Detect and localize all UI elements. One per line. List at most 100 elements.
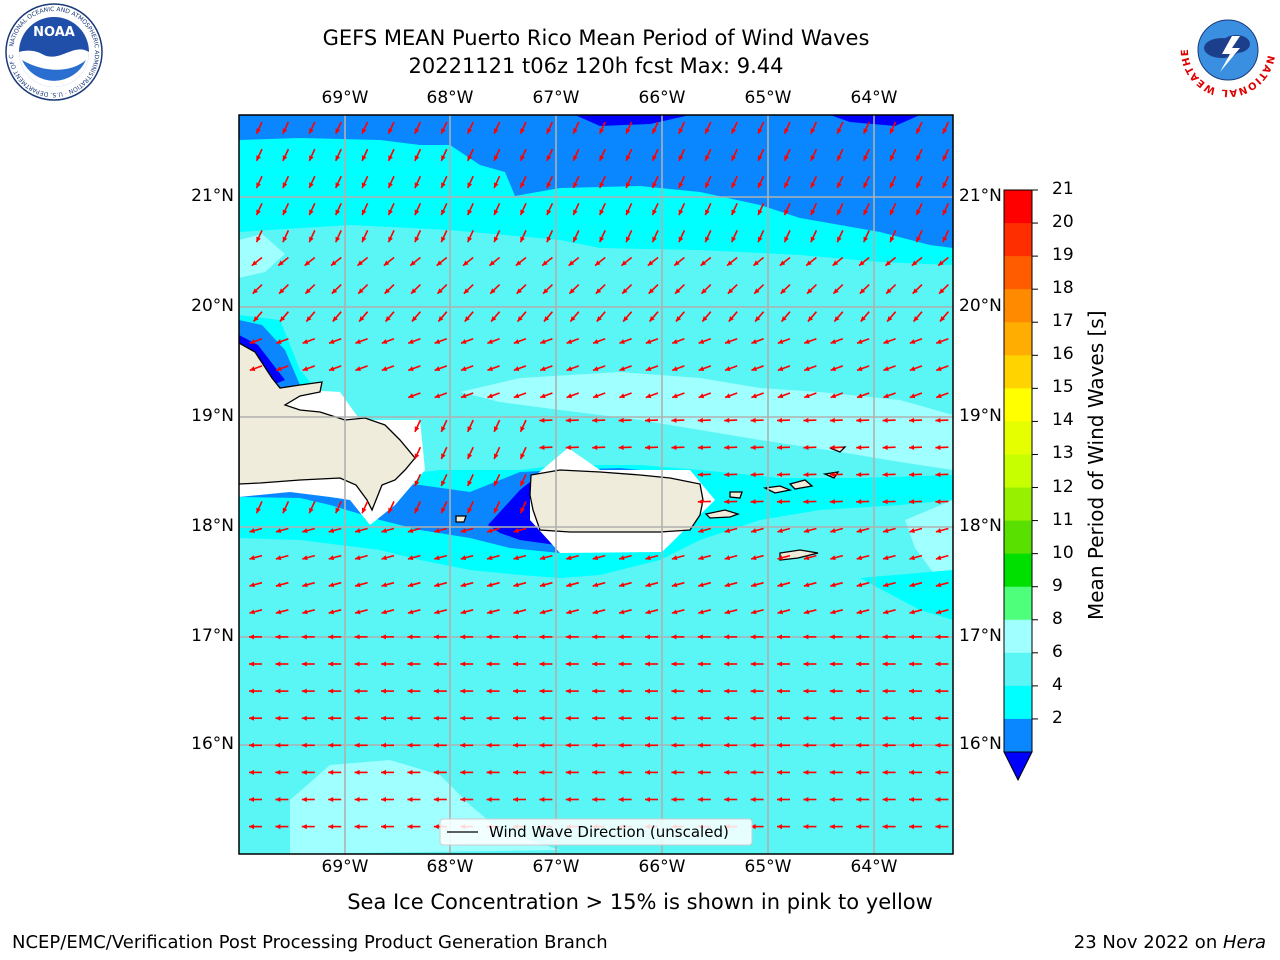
wind-wave-arrow: [942, 121, 950, 135]
wind-wave-arrow: [466, 501, 474, 514]
wind-wave-arrow: [519, 175, 527, 189]
wind-wave-arrow: [935, 715, 949, 721]
wind-wave-arrow: [330, 256, 342, 267]
colorbar-cell: [1004, 355, 1032, 389]
wind-wave-arrow: [751, 365, 764, 372]
wind-wave-arrow: [776, 417, 791, 423]
wind-wave-arrow: [387, 121, 395, 135]
colorbar-tick-label: 15: [1052, 377, 1074, 398]
wind-wave-arrow: [519, 202, 527, 216]
wind-wave-arrow: [698, 609, 712, 615]
wind-wave-arrow: [671, 797, 685, 802]
wind-wave-arrow: [255, 202, 263, 216]
wind-wave-arrow: [909, 769, 922, 775]
wind-wave-arrow: [414, 230, 422, 243]
wind-wave-arrow: [513, 338, 527, 344]
wind-wave-arrow: [829, 417, 843, 423]
wind-wave-arrow: [301, 715, 315, 721]
wind-wave-arrow: [466, 175, 474, 189]
wind-wave-arrow: [779, 256, 791, 267]
wind-wave-arrow: [625, 202, 633, 216]
wind-wave-arrow: [942, 230, 950, 243]
wind-wave-arrow: [361, 202, 369, 216]
wind-wave-arrow: [751, 338, 764, 344]
wind-wave-arrow: [700, 256, 712, 267]
wind-wave-arrow: [440, 148, 448, 162]
wind-wave-arrow: [460, 609, 474, 615]
wind-wave-arrow: [810, 230, 818, 243]
wind-wave-arrow: [328, 824, 342, 830]
wind-wave-arrow: [301, 661, 315, 667]
wind-wave-arrow: [440, 501, 448, 514]
wind-wave-arrow: [598, 230, 606, 243]
wind-wave-arrow: [513, 554, 527, 561]
footer-branch: NCEP/EMC/Verification Post Processing Pr…: [12, 932, 608, 953]
colorbar-cell: [1004, 586, 1032, 621]
wind-wave-arrow: [598, 148, 606, 162]
wind-wave-arrow: [249, 634, 262, 640]
wind-wave-arrow: [856, 824, 870, 830]
wind-wave-arrow: [618, 797, 632, 802]
wind-wave-arrow: [513, 392, 527, 399]
wind-wave-arrow: [645, 609, 659, 615]
wind-wave-arrow: [513, 769, 526, 775]
wind-wave-arrow: [618, 444, 632, 450]
wind-wave-arrow: [275, 554, 289, 561]
wind-wave-arrow: [411, 311, 422, 323]
wind-wave-arrow: [618, 742, 632, 748]
wind-wave-arrow: [856, 527, 870, 533]
wind-wave-arrow: [724, 581, 738, 588]
wind-wave-arrow: [671, 581, 685, 588]
wind-wave-arrow: [777, 527, 791, 533]
wind-wave-arrow: [249, 715, 262, 721]
wind-wave-arrow: [724, 392, 738, 399]
wind-wave-arrow: [862, 202, 870, 216]
wind-wave-arrow: [698, 581, 712, 588]
wind-wave-arrow: [301, 634, 315, 640]
colorbar-cell: [1004, 619, 1032, 654]
wind-wave-arrow: [275, 338, 289, 344]
wind-wave-arrow: [381, 527, 395, 533]
wind-wave-arrow: [651, 175, 659, 189]
wind-wave-arrow: [356, 256, 369, 267]
wind-wave-arrow: [862, 148, 870, 162]
wind-wave-arrow: [381, 742, 394, 748]
wind-wave-arrow: [856, 742, 870, 748]
lat-tick-label-right: 16°N: [959, 734, 1002, 754]
wind-wave-arrow: [780, 311, 791, 323]
wind-wave-arrow: [889, 202, 897, 216]
wind-wave-arrow: [883, 365, 896, 372]
wind-wave-arrow: [566, 581, 580, 588]
wind-wave-arrow: [698, 338, 712, 344]
wind-wave-arrow: [829, 472, 843, 478]
wind-wave-arrow: [644, 444, 659, 450]
wind-wave-arrow: [856, 634, 870, 640]
wind-wave-arrow: [466, 419, 474, 433]
wind-wave-arrow: [466, 473, 474, 487]
wind-wave-arrow: [358, 311, 369, 323]
wind-wave-arrow: [935, 527, 949, 533]
wind-wave-arrow: [832, 284, 844, 295]
wind-wave-arrow: [493, 230, 501, 243]
wind-wave-arrow: [908, 444, 923, 450]
colorbar-tick-label: 17: [1052, 311, 1074, 332]
wind-wave-arrow: [777, 797, 790, 802]
wind-wave-arrow: [753, 284, 765, 295]
wind-wave-arrow: [803, 824, 817, 830]
wind-wave-arrow: [460, 338, 474, 344]
wind-wave-arrow: [572, 202, 580, 216]
wind-wave-arrow: [249, 527, 263, 533]
wind-wave-arrow: [354, 634, 368, 640]
wind-wave-arrow: [252, 284, 263, 295]
wind-wave-arrow: [882, 769, 896, 775]
wind-wave-arrow: [493, 446, 501, 460]
wind-wave-arrow: [645, 715, 658, 721]
wind-wave-arrow: [807, 311, 818, 323]
wind-wave-arrow: [939, 311, 950, 323]
wind-wave-arrow: [546, 148, 554, 162]
wind-wave-arrow: [328, 338, 342, 344]
wind-wave-arrow: [275, 581, 289, 588]
wind-wave-arrow: [862, 230, 870, 243]
wind-wave-arrow: [513, 661, 526, 667]
wind-wave-arrow: [674, 284, 685, 295]
